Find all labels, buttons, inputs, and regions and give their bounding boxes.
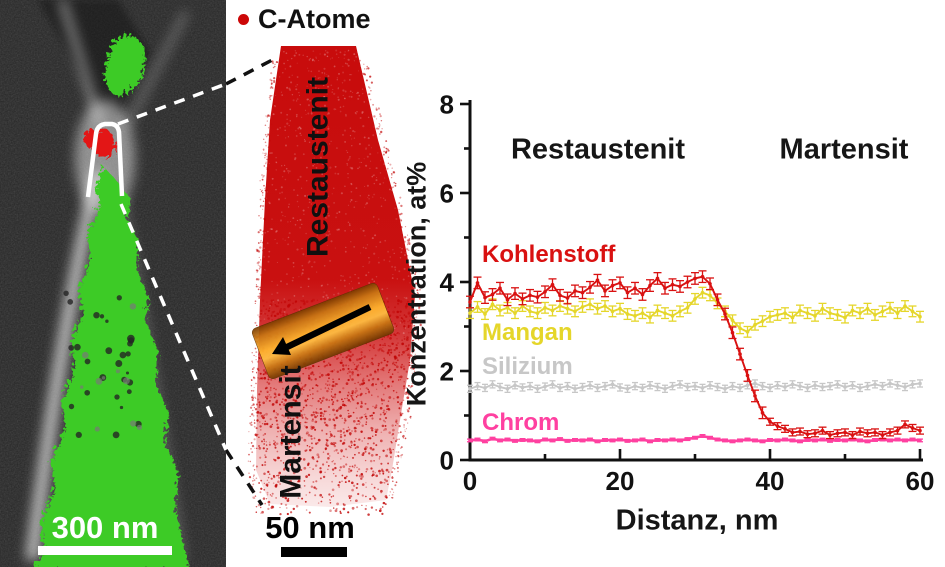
apt-scale-bar-label: 50 nm	[265, 510, 355, 545]
y-tick-label: 2	[440, 356, 454, 386]
y-tick-label: 0	[440, 445, 454, 475]
y-tick-label: 4	[440, 267, 455, 297]
carbon-atom-cloud	[256, 46, 415, 507]
chart-tick-labels: 0 2 4 6 8 0 20 40 60	[440, 89, 935, 496]
series-silizium	[467, 379, 923, 394]
sem-image-panel: 300 nm	[0, 0, 226, 567]
x-axis-title: Distanz, nm	[615, 504, 779, 537]
analysis-direction-arrow	[272, 304, 372, 355]
martensite-label-rotated: Martensit	[275, 365, 308, 498]
roi-outline	[85, 121, 125, 198]
series-label-chrom: Chrom	[482, 409, 560, 436]
series-mangan	[466, 286, 924, 338]
sem-dark-speckles	[63, 290, 143, 439]
x-tick-label: 0	[463, 466, 477, 496]
apt-reconstruction-panel: Restaustenit Martensit 50 nm	[226, 46, 424, 557]
x-tick-label: 40	[756, 466, 785, 496]
sem-scale-bar	[38, 546, 172, 555]
x-tick-label: 60	[906, 466, 935, 496]
austenite-label-rotated: Restaustenit	[302, 77, 335, 257]
y-axis-title: Konzentration, at%	[401, 161, 432, 407]
apt-scale-bar	[281, 547, 347, 557]
sem-scale-bar-label: 300 nm	[52, 510, 159, 545]
chart-region-label-martensite: Martensit	[779, 133, 909, 166]
series-label-kohlenstoff: Kohlenstoff	[482, 241, 616, 268]
carbon-atom-icon	[238, 14, 249, 25]
callout-dashes-on-white	[226, 55, 279, 506]
carbon-atom-dots	[247, 49, 424, 516]
series-label-silizium: Silizium	[482, 353, 573, 380]
chart-ticks	[460, 102, 922, 462]
series-label-mangan: Mangan	[482, 319, 573, 346]
y-tick-label: 8	[440, 89, 454, 119]
legend-label: C-Atome	[258, 4, 371, 34]
legend: C-Atome	[238, 4, 371, 35]
y-tick-label: 6	[440, 178, 454, 208]
x-tick-label: 20	[606, 466, 635, 496]
retained-austenite-map-green	[30, 32, 186, 567]
chart-region-label-austenite: Restaustenit	[510, 133, 686, 166]
callout-dashes-on-image	[117, 82, 226, 451]
series-kohlenstoff	[466, 270, 924, 440]
